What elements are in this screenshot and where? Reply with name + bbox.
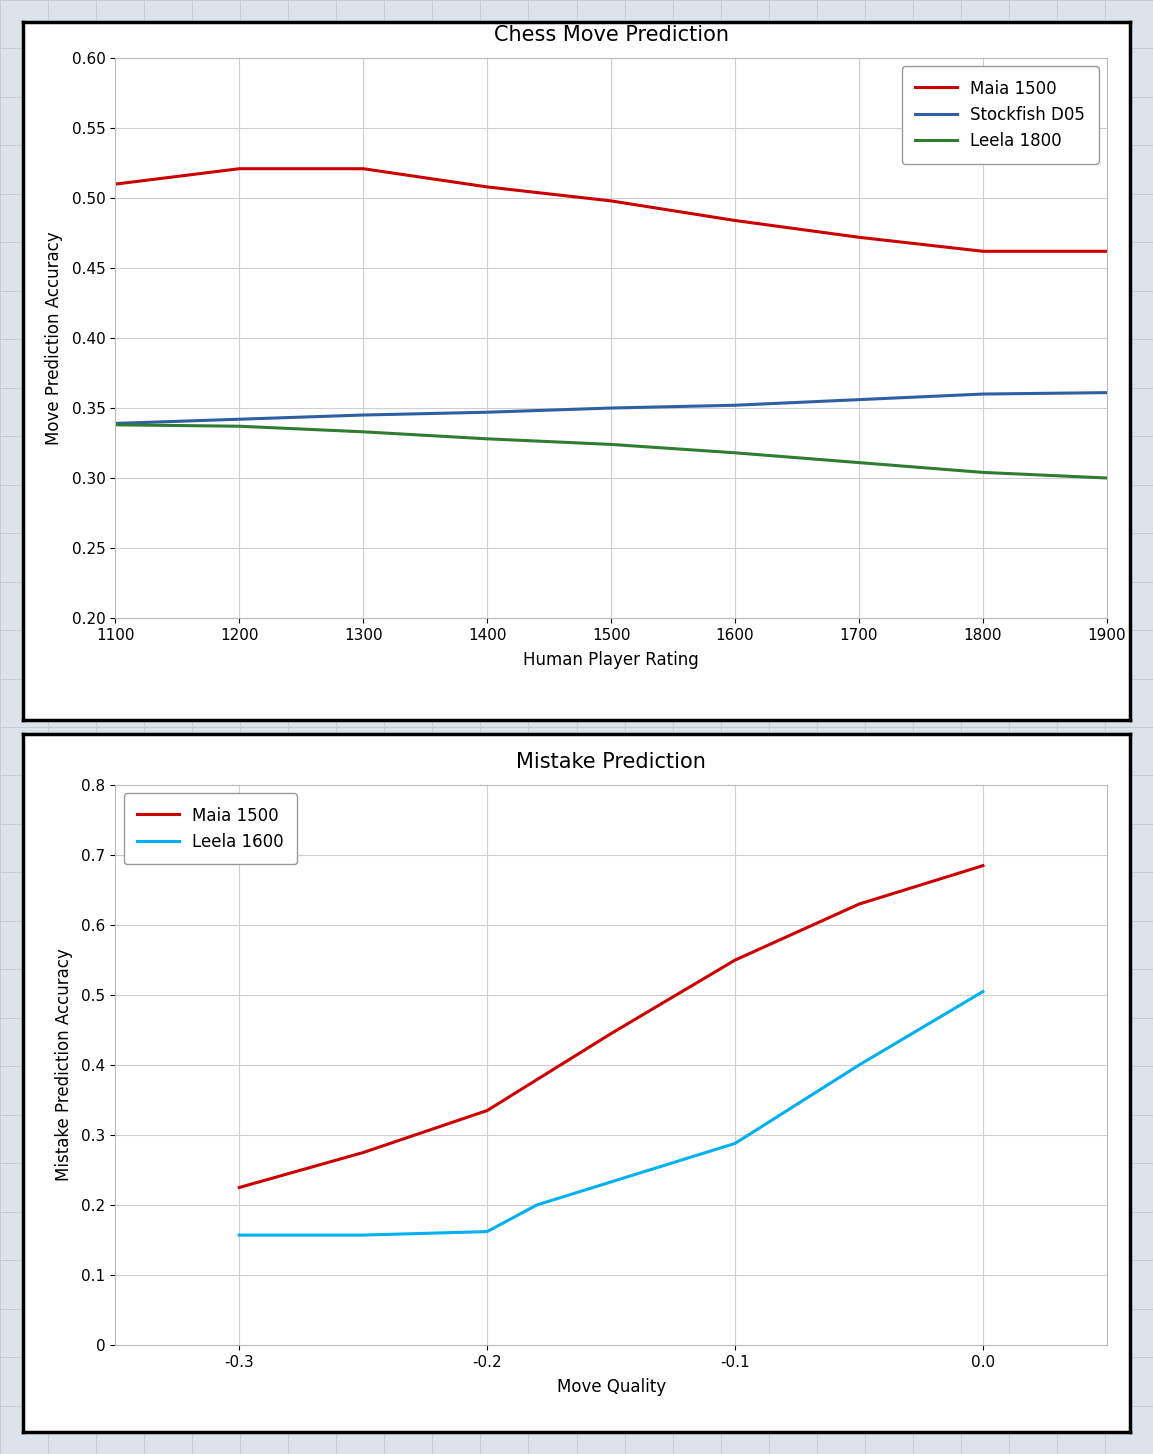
Maia 1500 <box>852 896 866 913</box>
Leela 1600 <box>975 983 989 1000</box>
Leela 1800 <box>852 454 866 471</box>
Line: Leela 1800: Leela 1800 <box>115 425 1107 478</box>
Leela 1600 <box>356 1226 370 1243</box>
Leela 1600 <box>480 1223 493 1240</box>
X-axis label: Human Player Rating: Human Player Rating <box>523 651 699 669</box>
Stockfish D05 <box>604 400 618 417</box>
Maia 1500 <box>480 179 493 196</box>
Maia 1500 <box>480 1102 493 1120</box>
Maia 1500 <box>1100 243 1114 260</box>
Y-axis label: Mistake Prediction Accuracy: Mistake Prediction Accuracy <box>55 948 73 1182</box>
Y-axis label: Move Prediction Accuracy: Move Prediction Accuracy <box>45 231 63 445</box>
Stockfish D05 <box>975 385 989 403</box>
Leela 1800 <box>1100 470 1114 487</box>
Leela 1800 <box>604 436 618 454</box>
Line: Stockfish D05: Stockfish D05 <box>115 393 1107 423</box>
Maia 1500 <box>604 192 618 209</box>
Leela 1800 <box>108 416 122 433</box>
Legend: Maia 1500, Stockfish D05, Leela 1800: Maia 1500, Stockfish D05, Leela 1800 <box>902 67 1099 164</box>
Stockfish D05 <box>356 406 370 423</box>
Leela 1600 <box>232 1226 246 1243</box>
Legend: Maia 1500, Leela 1600: Maia 1500, Leela 1600 <box>123 794 297 865</box>
Leela 1800 <box>356 423 370 441</box>
Stockfish D05 <box>852 391 866 409</box>
Stockfish D05 <box>108 414 122 432</box>
Leela 1800 <box>975 464 989 481</box>
Leela 1600 <box>852 1056 866 1073</box>
Maia 1500 <box>728 951 741 968</box>
Stockfish D05 <box>1100 384 1114 401</box>
Stockfish D05 <box>480 404 493 422</box>
Stockfish D05 <box>232 410 246 427</box>
Leela 1600 <box>529 1197 543 1214</box>
Line: Leela 1600: Leela 1600 <box>239 992 982 1234</box>
Maia 1500 <box>728 212 741 230</box>
Line: Maia 1500: Maia 1500 <box>115 169 1107 252</box>
Maia 1500 <box>356 1144 370 1162</box>
X-axis label: Move Quality: Move Quality <box>557 1378 665 1396</box>
Title: Mistake Prediction: Mistake Prediction <box>517 753 706 772</box>
Leela 1800 <box>728 443 741 461</box>
Line: Maia 1500: Maia 1500 <box>239 865 982 1188</box>
Maia 1500 <box>852 228 866 246</box>
Stockfish D05 <box>728 397 741 414</box>
Maia 1500 <box>356 160 370 177</box>
Maia 1500 <box>975 243 989 260</box>
Leela 1800 <box>232 417 246 435</box>
Maia 1500 <box>232 160 246 177</box>
Leela 1600 <box>728 1134 741 1152</box>
Maia 1500 <box>975 856 989 874</box>
Maia 1500 <box>604 1025 618 1043</box>
Title: Chess Move Prediction: Chess Move Prediction <box>493 26 729 45</box>
Maia 1500 <box>232 1179 246 1197</box>
Leela 1800 <box>480 430 493 448</box>
Maia 1500 <box>108 176 122 193</box>
